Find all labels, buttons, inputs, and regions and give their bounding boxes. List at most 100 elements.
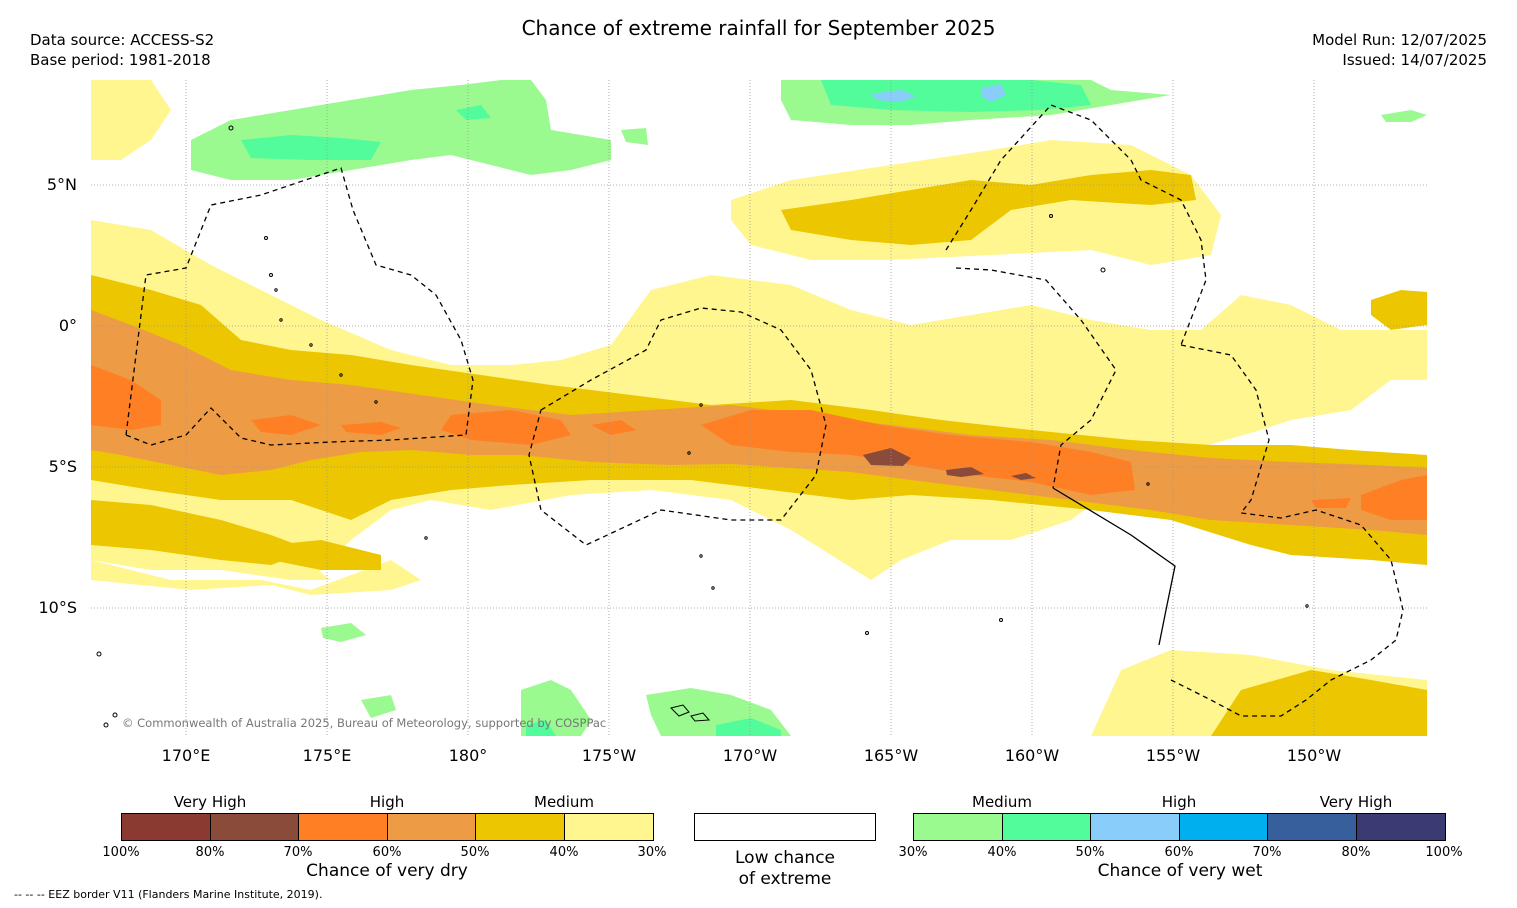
dry-tick: 50% [460,845,490,860]
dry-tick: 70% [283,845,313,860]
wet-tick: 50% [1075,845,1105,860]
wet-caption: Chance of very wet [1097,861,1263,881]
lon-label-175e: 175°E [302,746,352,765]
dry-70-patch-1 [863,448,911,466]
wet-tick: 40% [987,845,1017,860]
eez-solid-border [1052,487,1176,646]
data-source-text: Data source: ACCESS-S2 [30,31,215,49]
samoa-island-1 [670,704,690,717]
wet-30-west-isle [321,623,366,642]
dry-70-patch-2 [946,467,984,477]
dry-60-west [91,365,161,430]
dry-60-mid-west [341,422,401,435]
low-chance-caption: Low chance of extreme [685,848,885,890]
eez-kiribati-line-middle [955,267,1117,489]
dry-caption: Chance of very dry [306,861,468,881]
wet-tick: 100% [1425,845,1463,860]
dry-group-very-high: Very High [173,793,247,811]
wet-swatch-60-70 [1180,814,1268,840]
dry-swatch-60-50 [388,814,476,840]
dry-40-east-top [1371,290,1427,330]
lon-label-175w: 175°W [581,746,637,765]
wet-swatch-30-40 [914,814,1003,840]
dry-tick: 40% [549,845,579,860]
dry-60-central-small [591,420,636,435]
dry-swatch-50-40 [476,814,565,840]
wet-tick: 80% [1341,845,1371,860]
wet-40-south [716,718,781,736]
wet-group-high: High [1161,793,1197,811]
wet-tick: 30% [898,845,928,860]
eez-footnote: -- -- -- EEZ border V11 (Flanders Marine… [14,888,323,901]
wet-group-very-high: Very High [1319,793,1393,811]
copyright-text: © Commonwealth of Australia 2025, Bureau… [122,716,607,730]
eez-kiribati-line-north [945,104,1207,346]
dry-group-high: High [369,793,405,811]
wet-40-south-2 [526,720,556,736]
dry-60-far-east [1311,498,1351,508]
dry-70-patch-3 [1011,473,1036,480]
dry-tick: 60% [372,845,402,860]
wet-50-patch-1 [871,90,916,102]
dry-tick: 30% [637,845,667,860]
dry-swatch-80-70 [211,814,299,840]
wet-30-small-1 [621,128,648,145]
lat-label-0: 0° [58,316,77,335]
wet-40-northwest [241,135,381,160]
dry-colorbar [121,813,654,841]
dry-60-west-mid [251,415,321,435]
eez-french-polynesia [1170,344,1404,717]
wet-colorbar [913,813,1446,841]
dry-swatch-70-60 [299,814,388,840]
meta-left: Data source: ACCESS-S2 Base period: 1981… [30,30,214,70]
map-fields [91,80,1427,736]
dry-40-southwest-bar [271,540,381,570]
dry-30-southwest [91,560,421,595]
dry-60-east-edge [1361,475,1427,520]
wet-swatch-50-60 [1091,814,1180,840]
wet-swatch-70-80 [1268,814,1357,840]
dry-group-medium: Medium [534,793,594,811]
islands [96,125,1309,728]
map-gridlines [91,80,1427,736]
wet-40-north-central [821,80,1091,112]
low-chance-line1: Low chance [735,848,835,868]
lon-label-170e: 170°E [161,746,211,765]
wet-tick: 60% [1164,845,1194,860]
wet-40-north-small [456,105,491,120]
lon-label-180: 180° [448,746,488,765]
eez-tokelau [528,307,827,546]
map-title: Chance of extreme rainfall for September… [521,16,996,40]
low-chance-line2: of extreme [738,869,832,889]
lon-label-150w: 150°W [1286,746,1342,765]
dry-tick: 80% [195,845,225,860]
dry-tick: 100% [102,845,140,860]
rainfall-map [91,80,1427,736]
lat-label-5s: 5°S [48,457,77,476]
issued-text: Issued: 14/07/2025 [1342,51,1487,69]
lon-label-160w: 160°W [1004,746,1060,765]
dry-swatch-100-80 [122,814,211,840]
wet-tick: 70% [1252,845,1282,860]
dry-40-west-fill [91,500,311,565]
base-period-text: Base period: 1981-2018 [30,51,211,69]
lat-label-10s: 10°S [38,598,77,617]
dry-swatch-40-30 [565,814,653,840]
low-chance-swatch [694,813,876,841]
lon-label-155w: 155°W [1145,746,1201,765]
lat-label-5n: 5°N [46,175,77,194]
samoa-island-2 [690,712,711,722]
wet-swatch-40-50 [1003,814,1091,840]
dry-40-north [781,170,1196,245]
lon-label-170w: 170°W [722,746,778,765]
wet-group-medium: Medium [972,793,1032,811]
wet-swatch-80-100 [1357,814,1445,840]
wet-30-southwest [361,695,396,718]
wet-50-patch-2 [981,84,1006,102]
meta-right: Model Run: 12/07/2025 Issued: 14/07/2025 [1312,30,1487,70]
model-run-text: Model Run: 12/07/2025 [1312,31,1487,49]
eez-borders [125,104,1404,717]
dry-40-south [1211,670,1427,736]
wet-30-northeast [1381,110,1427,122]
lon-label-165w: 165°W [863,746,919,765]
